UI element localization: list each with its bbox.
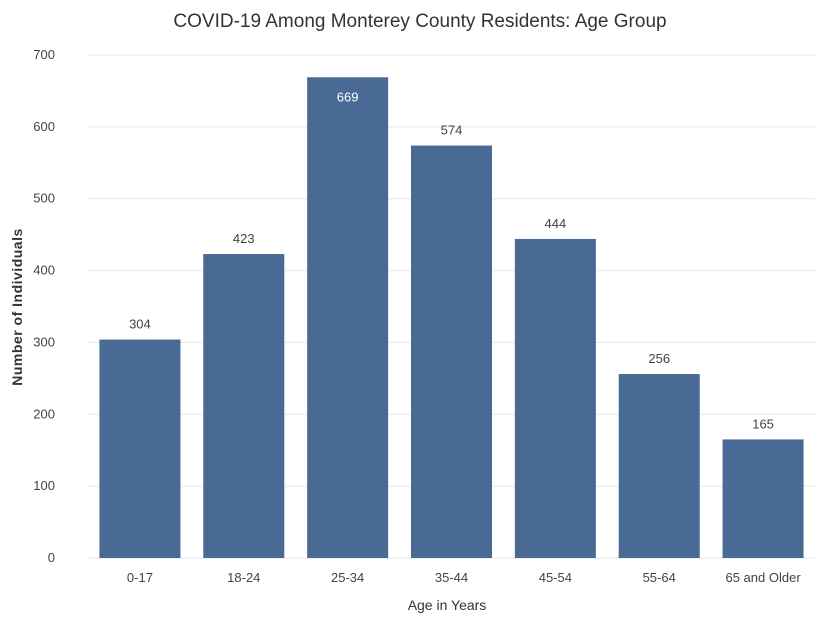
y-tick-label: 700 (33, 47, 55, 62)
data-label: 444 (545, 216, 567, 231)
data-label: 574 (441, 123, 463, 138)
y-tick-label: 200 (33, 406, 55, 421)
y-tick-label: 100 (33, 478, 55, 493)
y-tick-label: 600 (33, 119, 55, 134)
x-tick-label: 35-44 (435, 570, 468, 585)
bar (307, 77, 389, 559)
chart-title: COVID-19 Among Monterey County Residents… (173, 11, 666, 32)
bar (99, 339, 181, 558)
x-tick-label: 0-17 (127, 570, 153, 585)
y-tick-label: 300 (33, 334, 55, 349)
y-tick-label: 0 (48, 550, 55, 565)
x-tick-label: 65 and Older (725, 570, 801, 585)
data-label: 256 (648, 351, 670, 366)
x-tick-label: 45-54 (539, 570, 572, 585)
y-tick-label: 500 (33, 191, 55, 206)
data-labels: 304 423 669 574 444 256 165 (129, 89, 774, 431)
x-tick-label: 25-34 (331, 570, 364, 585)
bars (99, 77, 804, 559)
bar (203, 254, 285, 558)
data-label: 165 (752, 416, 774, 431)
bar (514, 238, 596, 558)
data-label: 669 (337, 89, 359, 104)
y-tick-label: 400 (33, 263, 55, 278)
data-label: 304 (129, 317, 151, 332)
x-tick-label: 18-24 (227, 570, 260, 585)
x-axis-title: Age in Years (408, 597, 487, 613)
data-label: 423 (233, 231, 255, 246)
x-axis-ticks: 0-17 18-24 25-34 35-44 45-54 55-64 65 and Olde… (127, 570, 801, 585)
y-axis-title: Number of Individuals (9, 228, 25, 386)
bar (618, 374, 700, 558)
bar (410, 145, 493, 559)
x-tick-label: 55-64 (643, 570, 676, 585)
bar (722, 439, 804, 558)
y-axis-ticks: 0 100 200 300 400 500 600 700 (33, 47, 55, 565)
